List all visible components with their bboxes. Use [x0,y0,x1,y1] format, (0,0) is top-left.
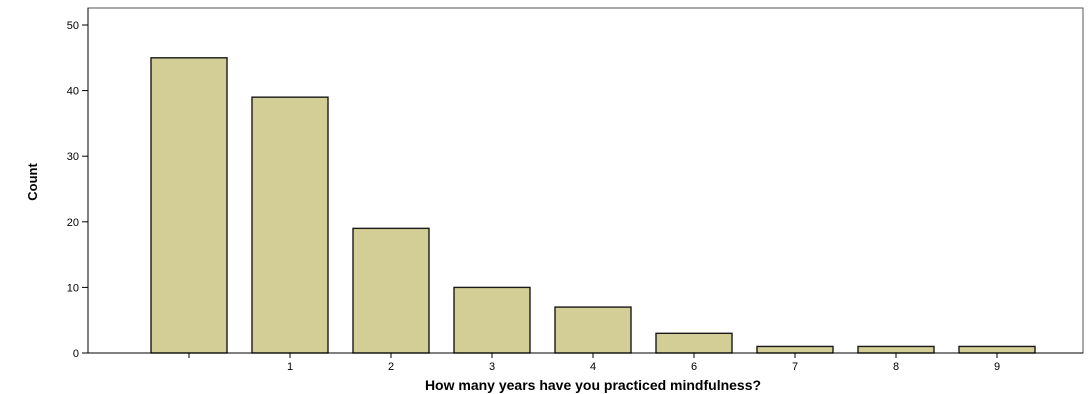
bar-8 [857,345,935,354]
x-tick-label: 4 [590,361,596,373]
y-tick-label: 40 [67,86,79,98]
x-tick-label: 8 [893,361,899,373]
y-tick-label: 50 [67,20,79,32]
x-tick-label: 2 [388,361,394,373]
y-tick-label: 20 [67,217,79,229]
bars-layer [150,57,1036,354]
x-tick-label: 9 [994,361,1000,373]
bar-2 [352,227,430,354]
bar-7 [756,345,834,354]
bar-9 [958,345,1036,354]
plot-frame [87,7,1084,354]
bar-6 [655,332,733,354]
bar-1 [251,96,329,354]
y-tick-label: 10 [67,282,79,294]
y-axis-title: Count [25,163,40,201]
bar-3 [453,286,531,354]
x-tick-label: 7 [792,361,798,373]
x-axis: 1 2 3 4 6 7 8 9 [88,352,1083,373]
y-tick-label: 30 [67,151,79,163]
y-tick-label: 0 [73,348,79,360]
x-tick-label: 6 [691,361,697,373]
x-axis-title: How many years have you practiced mindfu… [425,377,761,393]
x-tick-label: 1 [287,361,293,373]
x-tick-label: 3 [489,361,495,373]
y-axis: 0 10 20 30 40 50 [67,8,89,360]
bar-4 [554,306,632,354]
bar-blank [150,57,228,354]
